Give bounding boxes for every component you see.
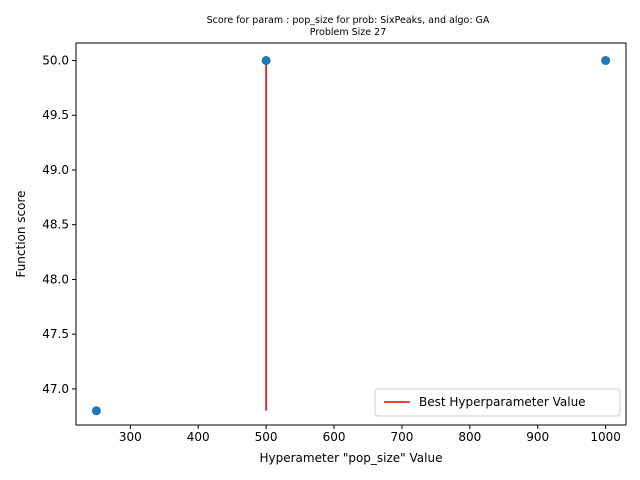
x-tick-label: 300 bbox=[119, 430, 142, 444]
scatter-point bbox=[91, 406, 101, 416]
y-axis-ticks: 47.0 47.5 48.0 48.5 49.0 49.5 50.0 bbox=[42, 54, 76, 396]
x-axis-ticks: 300 400 500 600 700 800 900 1000 bbox=[119, 425, 621, 444]
x-tick-label: 500 bbox=[255, 430, 278, 444]
x-tick-label: 900 bbox=[526, 430, 549, 444]
legend: Best Hyperparameter Value bbox=[374, 388, 621, 417]
scatter-point bbox=[261, 56, 271, 66]
x-tick-label: 1000 bbox=[590, 430, 621, 444]
x-tick-label: 800 bbox=[458, 430, 481, 444]
x-axis-label: Hyperameter "pop_size" Value bbox=[260, 451, 443, 465]
plot-frame bbox=[75, 42, 627, 426]
x-tick-label: 400 bbox=[187, 430, 210, 444]
x-tick-label: 700 bbox=[390, 430, 413, 444]
y-tick-label: 49.0 bbox=[42, 163, 69, 177]
scatter-point bbox=[601, 56, 611, 66]
chart-subtitle: Problem Size 27 bbox=[310, 27, 386, 38]
y-tick-label: 47.0 bbox=[42, 382, 69, 396]
y-tick-label: 50.0 bbox=[42, 54, 69, 68]
chart-title: Score for param : pop_size for prob: Six… bbox=[207, 15, 490, 26]
y-tick-label: 49.5 bbox=[42, 108, 69, 122]
chart-marks bbox=[91, 56, 611, 416]
y-tick-label: 48.5 bbox=[42, 218, 69, 232]
x-tick-label: 600 bbox=[323, 430, 346, 444]
y-tick-label: 47.5 bbox=[42, 327, 69, 341]
legend-box bbox=[374, 388, 621, 417]
y-axis-label: Function score bbox=[14, 190, 28, 277]
legend-label: Best Hyperparameter Value bbox=[419, 395, 586, 409]
y-tick-label: 48.0 bbox=[42, 272, 69, 286]
